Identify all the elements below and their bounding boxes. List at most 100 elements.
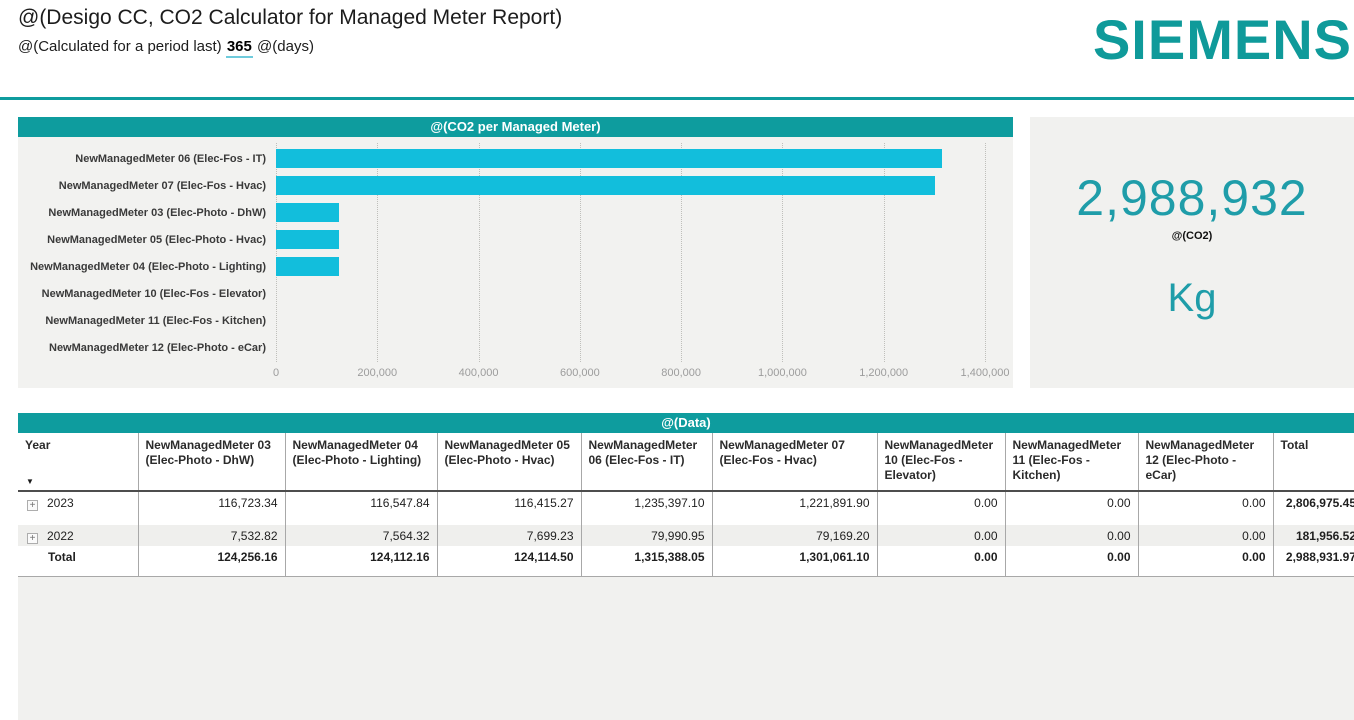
year-cell: +2022 [18, 525, 139, 546]
expand-icon[interactable]: + [27, 500, 38, 511]
co2-summary-panel: 2,988,932 @(CO2) Kg [1030, 117, 1354, 388]
column-header[interactable]: NewManagedMeter 05 (Elec-Photo - Hvac) [437, 433, 582, 492]
value-cell: 0.00 [1005, 546, 1139, 577]
bar-label: NewManagedMeter 03 (Elec-Photo - DhW) [48, 206, 266, 219]
table-title: @(Data) [661, 415, 711, 430]
bar [276, 176, 935, 195]
summary-value: 2,988,932 [1076, 170, 1308, 226]
x-tick-label: 0 [272, 367, 280, 379]
column-header-label: Year [25, 438, 51, 452]
bar-label: NewManagedMeter 10 (Elec-Fos - Elevator) [41, 287, 266, 300]
bar [276, 230, 339, 249]
total-cell: 181,956.52 [1295, 529, 1354, 543]
bar [276, 203, 339, 222]
column-header[interactable]: NewManagedMeter 03 (Elec-Photo - DhW) [138, 433, 286, 492]
gridline [478, 143, 480, 362]
value-cell: 0.00 [1005, 491, 1139, 525]
total-cell: 2,988,931.97 [1273, 546, 1354, 577]
column-header[interactable]: NewManagedMeter 04 (Elec-Photo - Lightin… [285, 433, 438, 492]
bar [276, 149, 943, 168]
year-label: 2023 [47, 496, 74, 510]
period-subtitle-suffix: @(days) [257, 38, 314, 55]
value-cell: 0.00 [877, 491, 1006, 525]
x-tick-label: 1,400,000 [960, 367, 1010, 379]
bar-label: NewManagedMeter 05 (Elec-Photo - Hvac) [47, 233, 266, 246]
bar-row: NewManagedMeter 05 (Elec-Photo - Hvac) [18, 226, 985, 253]
table-row: +2023 116,723.34 116,547.84 116,415.27 1… [18, 491, 1354, 525]
bar-track [276, 338, 985, 357]
year-column-header[interactable]: Year ▼ [18, 433, 139, 492]
table-title-bar: @(Data) [18, 413, 1354, 433]
bar-track [276, 257, 985, 276]
value-cell: 1,301,061.10 [712, 546, 878, 577]
table-header-row: Year ▼ NewManagedMeter 03 (Elec-Photo - … [18, 433, 1354, 492]
period-subtitle-prefix: @(Calculated for a period last) [18, 38, 222, 55]
bar-label: NewManagedMeter 12 (Elec-Photo - eCar) [49, 341, 266, 354]
table-row-total: Total 124,256.16 124,112.16 124,114.50 1… [18, 546, 1354, 577]
column-header[interactable]: NewManagedMeter 12 (Elec-Photo - eCar) [1138, 433, 1274, 492]
bar-track [276, 203, 985, 222]
bar [276, 257, 339, 276]
x-tick-label: 200,000 [357, 367, 398, 379]
gridline [681, 143, 683, 362]
siemens-logo: SIEMENS [1092, 8, 1352, 71]
value-cell: 0.00 [1138, 525, 1274, 546]
x-axis: 0 200,000 400,000 600,000 800,000 1,000,… [272, 367, 1010, 382]
value-cell: 1,221,891.90 [712, 491, 878, 525]
column-header[interactable]: NewManagedMeter 11 (Elec-Fos - Kitchen) [1005, 433, 1139, 492]
x-tick-label: 800,000 [661, 367, 702, 379]
column-header[interactable]: NewManagedMeter 06 (Elec-Fos - IT) [581, 433, 713, 492]
bar-label: NewManagedMeter 04 (Elec-Photo - Lightin… [30, 260, 266, 273]
summary-unit: Kg [1167, 276, 1217, 320]
value-cell: 7,532.82 [138, 525, 286, 546]
below-table-filler [18, 576, 1354, 720]
total-cell: 2,806,975.45 [1285, 496, 1354, 510]
value-cell: 0.00 [1138, 546, 1274, 577]
data-table-clip: Year ▼ NewManagedMeter 03 (Elec-Photo - … [18, 433, 1354, 577]
gridline [377, 143, 379, 362]
value-cell: 1,235,397.10 [581, 491, 713, 525]
gridline [782, 143, 784, 362]
bar-label: NewManagedMeter 07 (Elec-Fos - Hvac) [58, 179, 266, 192]
value-cell: 124,256.16 [138, 546, 286, 577]
header-divider [0, 97, 1354, 100]
data-table-zone: @(Data) Year ▼ NewManagedMeter 03 ( [18, 413, 1354, 720]
bar-label: NewManagedMeter 11 (Elec-Fos - Kitchen) [45, 314, 266, 327]
period-value-field[interactable]: 365 [225, 38, 253, 58]
value-cell: 7,699.23 [437, 525, 582, 546]
bar-row: NewManagedMeter 12 (Elec-Photo - eCar) [18, 334, 985, 361]
period-subtitle: @(Calculated for a period last) 365 @(da… [18, 38, 314, 58]
value-cell: 0.00 [877, 546, 1006, 577]
bar-track [276, 149, 985, 168]
gridline [985, 143, 986, 362]
bar-row: NewManagedMeter 11 (Elec-Fos - Kitchen) [18, 307, 985, 334]
year-cell: +2023 [18, 491, 139, 525]
x-tick-label: 400,000 [458, 367, 499, 379]
column-header[interactable]: NewManagedMeter 07 (Elec-Fos - Hvac) [712, 433, 878, 492]
value-cell: 79,169.20 [712, 525, 878, 546]
value-cell: 116,547.84 [285, 491, 438, 525]
expand-icon[interactable]: + [27, 533, 38, 544]
co2-chart-panel: @(CO2 per Managed Meter) NewManagedMeter… [18, 117, 1013, 388]
value-cell: 116,415.27 [437, 491, 582, 525]
page-title: @(Desigo CC, CO2 Calculator for Managed … [18, 6, 563, 29]
chart-gridlines [276, 143, 986, 362]
gridline [883, 143, 885, 362]
x-tick-label: 1,200,000 [859, 367, 909, 379]
value-cell: 124,112.16 [285, 546, 438, 577]
bar-row: NewManagedMeter 03 (Elec-Photo - DhW) [18, 199, 985, 226]
bar-track [276, 176, 985, 195]
chart-title: @(CO2 per Managed Meter) [430, 119, 601, 134]
sort-desc-icon[interactable]: ▼ [26, 477, 34, 486]
column-header[interactable]: NewManagedMeter 10 (Elec-Fos - Elevator) [877, 433, 1006, 492]
value-cell: 7,564.32 [285, 525, 438, 546]
value-cell: 0.00 [877, 525, 1006, 546]
column-header[interactable]: Total [1273, 433, 1354, 492]
value-cell: 0.00 [1005, 525, 1139, 546]
bar-row: NewManagedMeter 10 (Elec-Fos - Elevator) [18, 280, 985, 307]
bar-track [276, 311, 985, 330]
bar-label: NewManagedMeter 06 (Elec-Fos - IT) [75, 152, 266, 165]
chart-title-bar: @(CO2 per Managed Meter) [18, 117, 1013, 137]
data-table: Year ▼ NewManagedMeter 03 (Elec-Photo - … [18, 433, 1354, 577]
